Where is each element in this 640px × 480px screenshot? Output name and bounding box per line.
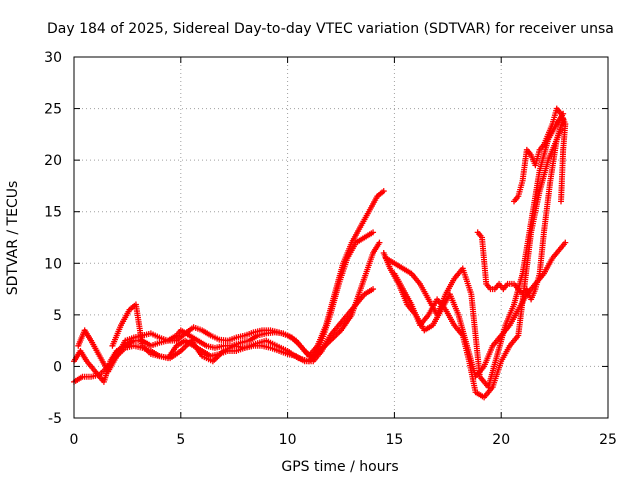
y-tick-label: 5 — [53, 308, 62, 324]
x-tick-label: 25 — [599, 432, 617, 448]
y-axis-label: SDTVAR / TECUs — [5, 181, 21, 296]
y-tick-label: 20 — [44, 153, 62, 169]
chart-title: Day 184 of 2025, Sidereal Day-to-day VTE… — [47, 21, 614, 37]
data-point — [380, 188, 387, 195]
data-point — [370, 229, 377, 236]
series-track-i — [511, 105, 569, 205]
series-track-b — [75, 229, 377, 375]
axis-ticks: 0 5 10 15 20 25 -5 0 5 10 15 20 25 30 — [44, 50, 617, 448]
x-axis-label: GPS time / hours — [281, 459, 398, 475]
series-track-h — [474, 115, 567, 303]
y-tick-label: 30 — [44, 50, 62, 66]
y-tick-label: 25 — [44, 102, 62, 118]
series-track-g — [391, 126, 565, 401]
plot-frame — [73, 56, 609, 419]
data-point — [376, 239, 383, 246]
x-tick-label: 0 — [70, 432, 79, 448]
data-point — [370, 286, 377, 293]
x-tick-label: 15 — [385, 432, 403, 448]
data-points — [71, 105, 569, 401]
grid — [74, 57, 608, 418]
y-tick-label: 0 — [53, 359, 62, 375]
series-track-d — [109, 239, 383, 365]
data-point — [562, 239, 569, 246]
x-tick-label: 10 — [279, 432, 297, 448]
y-tick-label: 10 — [44, 256, 62, 272]
y-tick-label: 15 — [44, 205, 62, 221]
data-point — [558, 198, 565, 205]
x-tick-label: 20 — [492, 432, 510, 448]
y-tick-label: -5 — [48, 411, 62, 427]
x-tick-label: 5 — [176, 432, 185, 448]
